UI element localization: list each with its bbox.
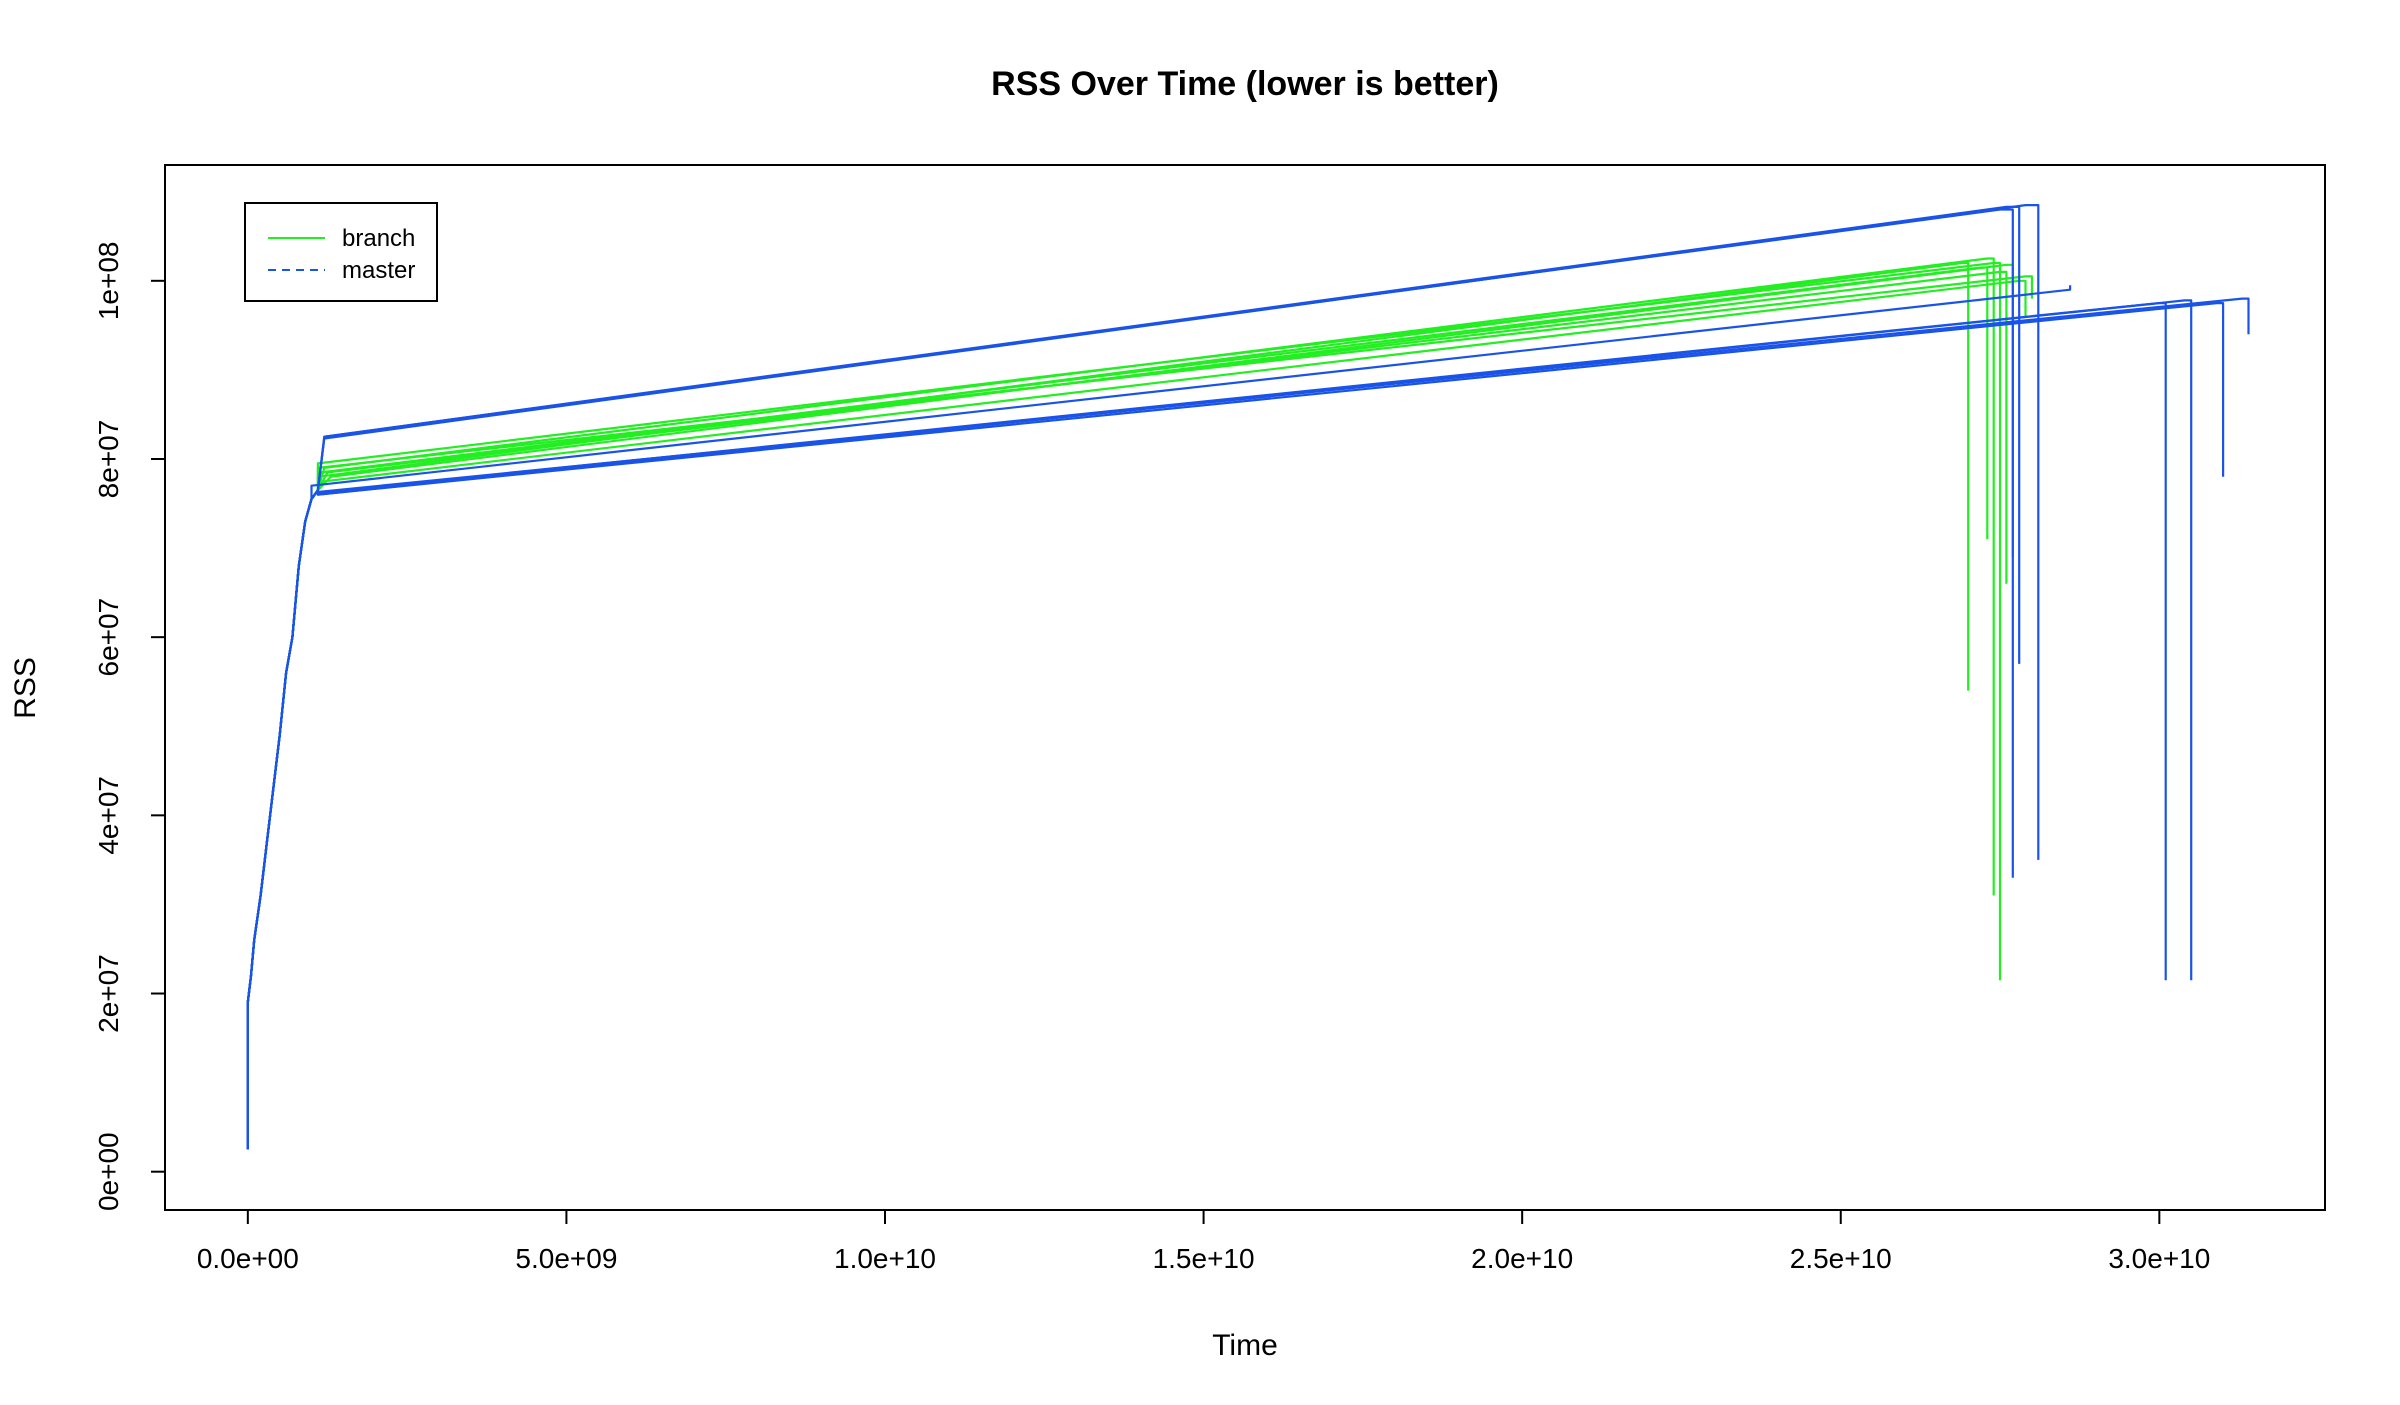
x-tick-label: 2.5e+10 [1790, 1243, 1892, 1274]
y-tick-label: 4e+07 [93, 776, 124, 855]
legend-box [244, 202, 438, 302]
y-axis-label: RSS [9, 657, 42, 719]
x-tick-label: 5.0e+09 [515, 1243, 617, 1274]
chart-title: RSS Over Time (lower is better) [991, 65, 1499, 103]
legend: branch master [244, 202, 438, 302]
series-line-branch-run-6 [246, 263, 2014, 1150]
x-tick-label: 1.0e+10 [834, 1243, 936, 1274]
legend-label-branch: branch [342, 225, 415, 252]
series-line-branch-run-3 [246, 257, 1995, 1150]
x-tick-label: 0.0e+00 [197, 1243, 299, 1274]
y-axis: 0e+00 2e+07 4e+07 6e+07 8e+07 1e+08 [93, 241, 166, 1211]
y-tick-label: 8e+07 [93, 420, 124, 499]
series-line-master-run-4 [246, 285, 2072, 1150]
x-tick-label: 1.5e+10 [1153, 1243, 1255, 1274]
series-line-master-run-6 [246, 299, 2193, 1150]
series-line-branch-run-2 [246, 266, 1989, 1150]
y-tick-label: 1e+08 [93, 241, 124, 320]
y-tick-label: 6e+07 [93, 598, 124, 677]
x-axis-label: Time [1212, 1329, 1278, 1362]
legend-label-master: master [342, 257, 415, 284]
series-layer [246, 204, 2250, 1150]
y-tick-label: 0e+00 [93, 1132, 124, 1211]
series-line-branch-run-5 [246, 270, 2008, 1150]
series-line-master-run-7 [246, 302, 2225, 1150]
x-axis: 0.0e+00 5.0e+09 1.0e+10 1.5e+10 2.0e+10 2.5e+… [197, 1209, 2210, 1274]
series-line-master-run-5 [246, 302, 2167, 1150]
x-tick-label: 3.0e+10 [2108, 1243, 2210, 1274]
y-tick-label: 2e+07 [93, 954, 124, 1033]
series-line-master-run-8 [246, 297, 2250, 1150]
x-tick-label: 2.0e+10 [1471, 1243, 1573, 1274]
